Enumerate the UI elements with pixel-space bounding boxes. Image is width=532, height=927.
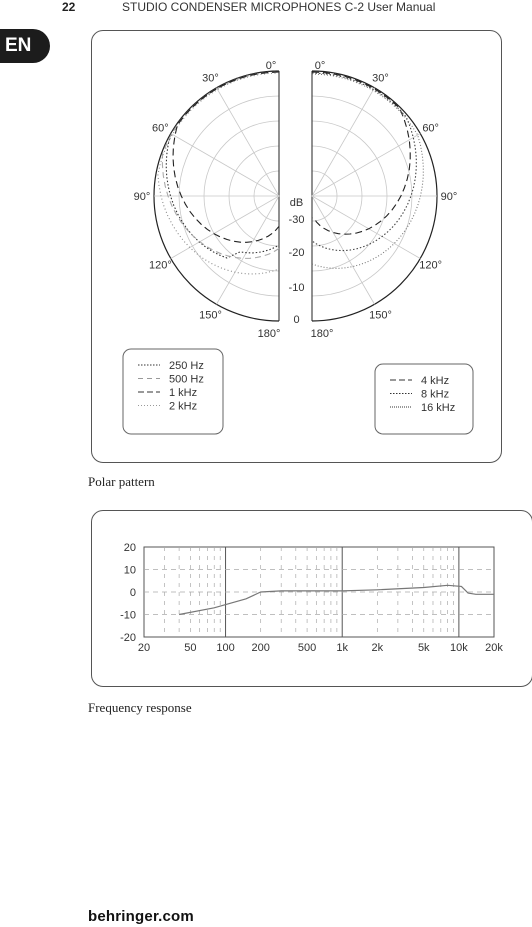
left-polar-curve xyxy=(157,72,280,275)
y-tick-label: -20 xyxy=(120,632,136,644)
legend-label: 1 kHz xyxy=(169,387,197,399)
right-angle-label: 150° xyxy=(369,310,392,322)
right-polar-spoke xyxy=(311,195,421,259)
y-tick-label: 20 xyxy=(124,542,136,554)
left-angle-label: 180° xyxy=(258,328,281,340)
x-tick-label: 20 xyxy=(138,642,150,654)
left-polar-curve xyxy=(165,70,280,259)
right-angle-label: 0° xyxy=(315,60,326,72)
db-scale-label: -10 xyxy=(289,282,305,294)
legend-high-frequencies-box xyxy=(374,363,474,435)
page-number: 22 xyxy=(62,0,76,14)
left-polar-spoke xyxy=(216,87,280,197)
legend-label: 250 Hz xyxy=(169,360,204,372)
right-angle-label: 30° xyxy=(372,72,389,84)
left-angle-label: 150° xyxy=(199,310,222,322)
y-tick-label: 0 xyxy=(130,587,136,599)
right-angle-label: 90° xyxy=(441,191,458,203)
left-angle-label: 30° xyxy=(202,72,219,84)
x-tick-label: 50 xyxy=(184,642,196,654)
left-angle-label: 90° xyxy=(134,191,151,203)
polar-pattern-panel: 0° 30° 60° 90° 120° 150° 180° 0° 30° 60° 90° 120° 15… xyxy=(91,30,502,463)
polar-pattern-chart: 0° 30° 60° 90° 120° 150° 180° 0° 30° 60° 90° 120° 15… xyxy=(122,60,474,435)
polar-pattern-caption: Polar pattern xyxy=(88,474,155,489)
x-tick-label: 100 xyxy=(216,642,234,654)
right-polar-half: 0° 30° 60° 90° 120° 150° 180° xyxy=(311,60,458,340)
y-tick-label: -10 xyxy=(120,610,136,622)
db-unit-label: dB xyxy=(290,197,303,209)
header-title: STUDIO CONDENSER MICROPHONES C-2 User Ma… xyxy=(122,0,436,14)
legend-label: 16 kHz xyxy=(421,402,455,414)
behringer-logo: behringer.com xyxy=(88,908,194,925)
right-angle-label: 120° xyxy=(419,260,442,272)
right-angle-label: 60° xyxy=(422,123,439,135)
x-tick-label: 10k xyxy=(450,642,468,654)
left-angle-label: 120° xyxy=(149,260,172,272)
right-polar-spoke xyxy=(311,87,375,197)
legend-label: 2 kHz xyxy=(169,401,197,413)
left-polar-curve xyxy=(161,71,280,259)
x-tick-label: 2k xyxy=(372,642,384,654)
db-scale-label: 0 xyxy=(293,314,299,326)
left-polar-half: 0° 30° 60° 90° 120° 150° 180° xyxy=(134,60,281,340)
legend-low-frequencies: 250 Hz 500 Hz1 kHz 2 kHz xyxy=(122,348,224,435)
db-scale-label: -30 xyxy=(289,214,305,226)
left-polar-spoke xyxy=(170,195,280,259)
x-tick-label: 5k xyxy=(418,642,430,654)
legend-label: 4 kHz xyxy=(421,375,449,387)
frequency-response-panel: 20 10 0 -10 -20 20 50 100 200 500 1k 2k 5k 10k 20k xyxy=(91,510,532,687)
left-polar-curve xyxy=(172,71,280,243)
language-tab[interactable]: EN xyxy=(0,29,50,63)
right-angle-label: 180° xyxy=(311,328,334,340)
left-polar-spoke xyxy=(170,133,280,197)
right-polar-curve xyxy=(311,71,411,235)
x-tick-label: 200 xyxy=(251,642,269,654)
legend-label: 500 Hz xyxy=(169,374,204,386)
frequency-response-line xyxy=(178,584,494,616)
left-angle-label: 60° xyxy=(152,123,169,135)
right-polar-curve xyxy=(311,73,424,269)
legend-low-frequencies-box xyxy=(122,348,224,435)
right-polar-curve xyxy=(311,72,417,252)
right-polar-spoke xyxy=(311,133,421,197)
left-angle-label: 0° xyxy=(266,60,277,72)
db-scale-label: -20 xyxy=(289,247,305,259)
frequency-response-caption: Frequency response xyxy=(88,700,192,715)
y-tick-label: 10 xyxy=(124,565,136,577)
page-header: 22 STUDIO CONDENSER MICROPHONES C-2 User… xyxy=(0,0,532,16)
x-tick-label: 20k xyxy=(485,642,503,654)
left-polar-spoke xyxy=(216,195,280,305)
x-tick-label: 500 xyxy=(298,642,316,654)
legend-label: 8 kHz xyxy=(421,389,449,401)
x-tick-label: 1k xyxy=(336,642,348,654)
